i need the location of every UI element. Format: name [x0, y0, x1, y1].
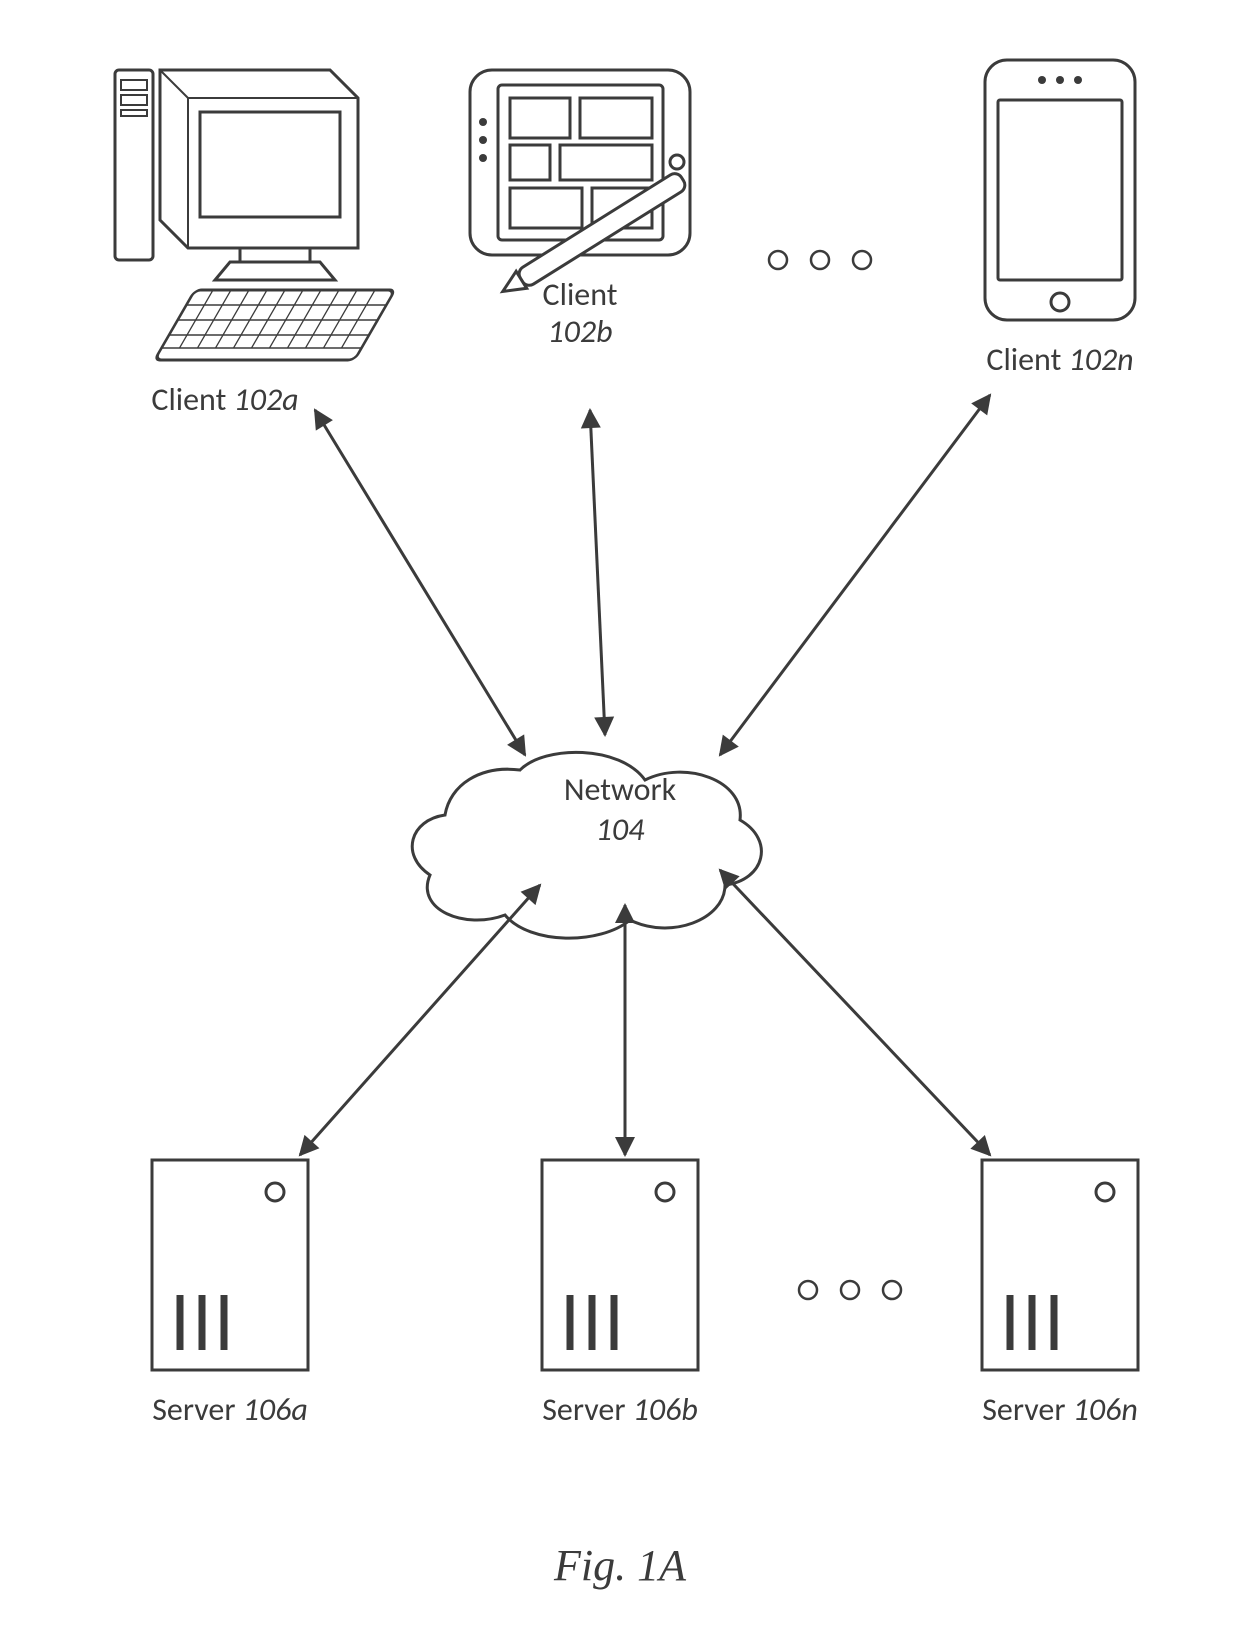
server-b-label: Server 106b: [542, 1390, 698, 1429]
tablet-icon: [470, 70, 690, 300]
server-icon: [542, 1160, 698, 1370]
server-a: Server 106a: [152, 1160, 308, 1429]
server-icon: [152, 1160, 308, 1370]
link-client-b: [590, 410, 605, 735]
ellipsis-servers: [799, 1281, 901, 1299]
phone-icon: [985, 60, 1135, 320]
network-label: Network: [564, 770, 677, 809]
network-cloud: Network 104: [412, 752, 761, 938]
server-n: Server 106n: [982, 1160, 1138, 1429]
server-a-label: Server 106a: [152, 1390, 308, 1429]
client-a: Client 102a: [115, 70, 395, 419]
server-b: Server 106b: [542, 1160, 698, 1429]
network-ref: 104: [596, 810, 645, 849]
figure-caption: Fig. 1A: [553, 1541, 687, 1590]
client-n: Client 102n: [985, 60, 1135, 379]
ellipsis-clients: [769, 251, 871, 269]
link-client-a: [315, 410, 525, 755]
server-icon: [982, 1160, 1138, 1370]
client-b: Client 102b: [470, 70, 690, 351]
link-server-n: [720, 870, 990, 1155]
server-n-label: Server 106n: [982, 1390, 1138, 1429]
desktop-icon: [115, 70, 395, 360]
link-server-a: [300, 885, 540, 1155]
client-b-label: Client: [543, 275, 618, 314]
client-n-label: Client 102n: [986, 340, 1133, 379]
link-client-n: [720, 395, 990, 755]
client-b-ref: 102b: [547, 312, 612, 351]
client-a-label: Client 102a: [151, 380, 298, 419]
